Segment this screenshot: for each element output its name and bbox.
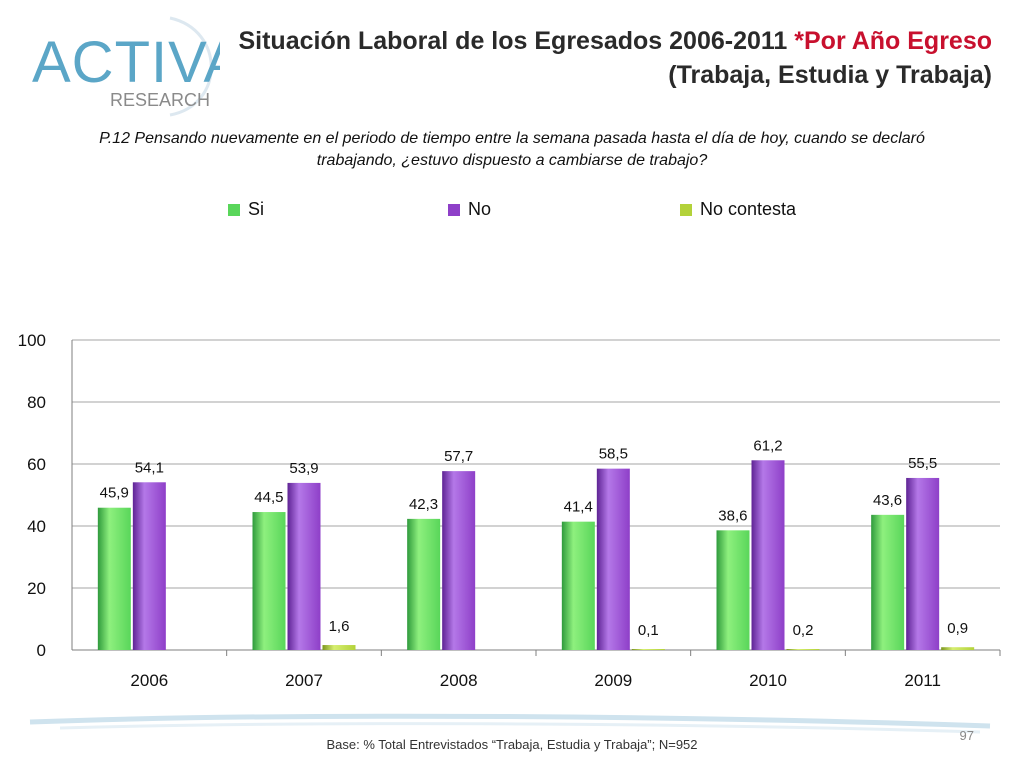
title-line-2: (Trabaja, Estudia y Trabaja): [668, 61, 992, 89]
title-line-1: Situación Laboral de los Egresados 2006-…: [238, 24, 992, 58]
bar-no-contesta-2009: [631, 649, 665, 650]
data-label-no-2008: 57,7: [444, 448, 473, 465]
bar-si-2011: [871, 514, 905, 650]
legend-item-no: No: [448, 199, 491, 220]
data-label-si-2007: 44,5: [254, 489, 283, 506]
data-label-no-contesta-2011: 0,9: [947, 620, 968, 637]
y-tick-label-0: 0: [37, 641, 46, 660]
bar-no-2011: [906, 477, 940, 650]
legend-swatch-no-contesta: [680, 203, 692, 216]
bar-chart: 0 20 40 60 80 100 2006 45,9 54,1 2007 44,5 53,9 1,6 2…: [18, 331, 1001, 690]
legend-swatch-si: [228, 203, 240, 216]
bar-no-2010: [751, 460, 785, 650]
bar-no-2006: [132, 482, 166, 650]
bar-no-2008: [442, 471, 476, 650]
data-label-si-2006: 45,9: [100, 485, 129, 502]
bar-no-contesta-2011: [941, 647, 975, 650]
y-tick-label-20: 20: [27, 579, 46, 598]
chart-legend: Si No No contesta: [0, 199, 1024, 225]
x-tick-label-2010: 2010: [749, 671, 787, 690]
data-label-si-2009: 41,4: [564, 499, 593, 516]
bar-si-2009: [561, 521, 595, 650]
legend-label-no: No: [468, 199, 492, 219]
activa-research-logo: ACTIVA RESEARCH: [32, 16, 220, 117]
data-label-no-contesta-2009: 0,1: [638, 622, 659, 639]
data-label-no-2006: 54,1: [135, 459, 164, 476]
bar-no-2009: [596, 468, 630, 650]
legend-item-si: Si: [228, 199, 264, 220]
base-note: Base: % Total Entrevistados “Trabaja, Es…: [326, 737, 698, 752]
x-tick-label-2006: 2006: [130, 671, 168, 690]
x-tick-label-2009: 2009: [594, 671, 632, 690]
data-label-no-2007: 53,9: [289, 460, 318, 477]
legend-label-no-contesta: No contesta: [700, 199, 797, 219]
bar-no-contesta-2010: [786, 649, 820, 650]
bar-si-2008: [407, 518, 441, 650]
x-tick-label-2007: 2007: [285, 671, 323, 690]
legend-label-si: Si: [248, 199, 265, 219]
question-line-1: P.12 Pensando nuevamente en el periodo d…: [99, 130, 925, 147]
page-number: 97: [959, 728, 974, 743]
y-tick-label-80: 80: [27, 393, 46, 412]
data-label-si-2008: 42,3: [409, 496, 438, 513]
data-label-si-2011: 43,6: [873, 492, 902, 509]
legend-item-no-contesta: No contesta: [680, 199, 796, 220]
data-label-no-2009: 58,5: [599, 446, 628, 463]
y-tick-label-60: 60: [27, 455, 46, 474]
title-main: Situación Laboral de los Egresados 2006-…: [238, 27, 795, 55]
data-label-no-2011: 55,5: [908, 455, 937, 472]
bar-si-2010: [716, 530, 750, 650]
bar-no-contesta-2007: [322, 645, 356, 650]
title-accent: *Por Año Egreso: [794, 27, 992, 55]
legend-swatch-no: [448, 203, 460, 216]
bar-si-2007: [252, 512, 286, 650]
question-text: P.12 Pensando nuevamente en el periodo d…: [20, 128, 1004, 172]
footer-wave: [29, 713, 991, 734]
bar-si-2006: [97, 507, 131, 650]
data-label-no-2010: 61,2: [753, 437, 782, 454]
slide-title: Situación Laboral de los Egresados 2006-…: [238, 24, 992, 92]
x-tick-label-2008: 2008: [440, 671, 478, 690]
logo-sub: RESEARCH: [110, 90, 210, 110]
y-tick-label-100: 100: [18, 331, 46, 350]
y-tick-label-40: 40: [27, 517, 46, 536]
x-tick-label-2011: 2011: [904, 671, 941, 690]
logo-brand: ACTIVA: [32, 30, 220, 95]
bar-no-2007: [287, 482, 321, 650]
question-line-2: trabajando, ¿estuvo dispuesto a cambiars…: [316, 152, 708, 169]
data-label-no-contesta-2007: 1,6: [329, 618, 350, 635]
data-label-no-contesta-2010: 0,2: [793, 622, 814, 639]
data-label-si-2010: 38,6: [718, 507, 747, 524]
